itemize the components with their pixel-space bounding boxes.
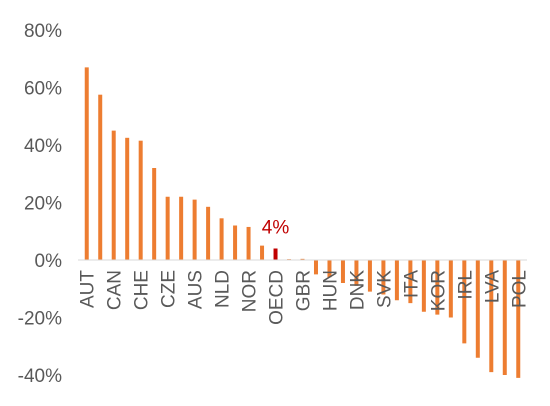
bar-irl bbox=[462, 260, 467, 344]
category-label-cze: CZE bbox=[159, 270, 180, 308]
bar-ita bbox=[408, 260, 413, 304]
bar-fin bbox=[367, 260, 372, 292]
bar-lux bbox=[260, 245, 265, 260]
y-tick-label-80: 80% bbox=[24, 21, 62, 42]
category-label-pol: POL bbox=[509, 270, 530, 308]
bar-aut bbox=[84, 67, 89, 260]
category-label-ita: ITA bbox=[401, 270, 422, 298]
annotations: 4% bbox=[262, 218, 290, 239]
bar-cze bbox=[165, 196, 170, 260]
bar-nld bbox=[219, 218, 224, 260]
category-label-irl: IRL bbox=[455, 270, 476, 300]
y-tick-label-20: 20% bbox=[24, 194, 62, 215]
y-axis: -40% -20% 0% 20% 40% 60% 80% bbox=[18, 21, 62, 387]
annotation-oecd: 4% bbox=[262, 218, 290, 239]
bars bbox=[84, 67, 521, 378]
bar-nzl bbox=[125, 137, 130, 260]
bar-isr bbox=[152, 168, 157, 260]
y-tick-label-40: 40% bbox=[24, 136, 62, 157]
bar-chl bbox=[448, 260, 453, 318]
bar-prt bbox=[502, 260, 507, 375]
category-labels: AUT CAN CHE CZE AUS NLD NOR OECD GBR HUN DNK SVK ITA… bbox=[78, 270, 531, 325]
category-label-aut: AUT bbox=[78, 270, 99, 308]
y-tick-label--20: -20% bbox=[18, 309, 62, 330]
bar-esp bbox=[179, 196, 184, 260]
bar-pol bbox=[516, 260, 521, 378]
bar-can bbox=[111, 130, 116, 260]
category-label-gbr: GBR bbox=[294, 270, 315, 311]
bar-nor bbox=[246, 226, 251, 260]
bar-svn bbox=[421, 260, 426, 312]
category-label-hun: HUN bbox=[320, 270, 341, 311]
bar-bel bbox=[206, 206, 211, 260]
bar-fra bbox=[313, 260, 318, 275]
bar-gbr bbox=[300, 258, 305, 260]
category-label-oecd: OECD bbox=[267, 270, 288, 325]
bar-jpn bbox=[394, 260, 399, 301]
bar-svk bbox=[381, 260, 386, 295]
category-label-nor: NOR bbox=[240, 270, 261, 312]
category-label-svk: SVK bbox=[374, 270, 395, 308]
y-tick-label-60: 60% bbox=[24, 79, 62, 100]
bar-ltu bbox=[475, 260, 480, 358]
category-label-kor: KOR bbox=[428, 270, 449, 311]
category-label-nld: NLD bbox=[213, 270, 234, 308]
category-label-che: CHE bbox=[132, 270, 153, 310]
bar-est bbox=[340, 260, 345, 283]
y-tick-label--40: -40% bbox=[18, 366, 62, 387]
bar-aus bbox=[192, 199, 197, 260]
category-label-lva: LVA bbox=[482, 270, 503, 303]
category-label-dnk: DNK bbox=[347, 270, 368, 310]
bar-che bbox=[138, 140, 143, 260]
y-tick-label-0: 0% bbox=[35, 251, 63, 272]
category-label-aus: AUS bbox=[186, 270, 207, 309]
bar-swe bbox=[233, 225, 238, 260]
category-label-can: CAN bbox=[105, 270, 126, 310]
bar-lva bbox=[489, 260, 494, 373]
bar-kor bbox=[435, 260, 440, 315]
bar-oecd bbox=[273, 248, 278, 260]
bar-hun bbox=[327, 260, 332, 278]
bar-isl bbox=[98, 94, 103, 260]
bar-dnk bbox=[354, 260, 359, 286]
